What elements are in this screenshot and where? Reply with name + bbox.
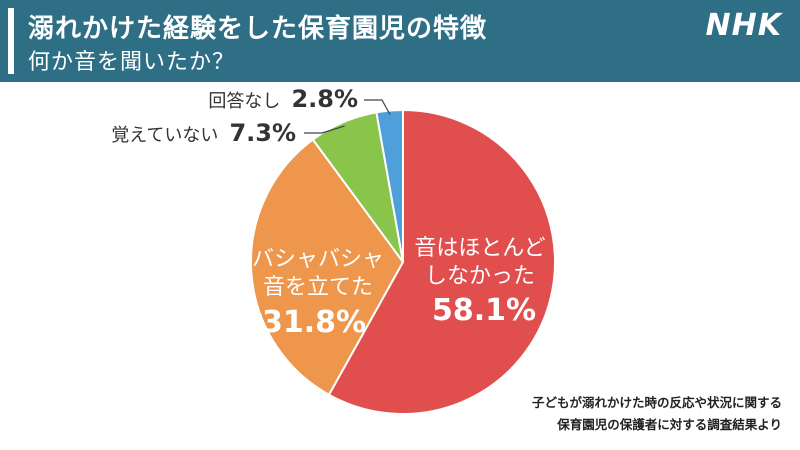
chart-title: 溺れかけた経験をした保育園児の特徴 bbox=[28, 14, 488, 44]
slice-label-1-line-1: 音を立てた bbox=[263, 275, 373, 300]
nhk-logo: NHK bbox=[705, 8, 782, 43]
pie-slice-0 bbox=[327, 108, 556, 415]
slice-label-0-line-0: 音はほとんど bbox=[414, 236, 545, 261]
slice-value-0: 58.1% bbox=[432, 293, 536, 328]
source-note: 子どもが溺れかけた時の反応や状況に関する 保育園児の保護者に対する調査結果より bbox=[532, 392, 782, 436]
slice-label-2-group: 覚えていない 7.3% bbox=[111, 119, 296, 147]
header-banner: 溺れかけた経験をした保育園児の特徴 何か音を聞いたか？ NHK bbox=[0, 0, 800, 82]
header-accent-bar bbox=[8, 8, 14, 74]
slice-value-3: 2.8% bbox=[291, 85, 358, 113]
source-line-1: 子どもが溺れかけた時の反応や状況に関する bbox=[531, 395, 782, 410]
pie-slice-3 bbox=[375, 108, 404, 263]
leader-lines bbox=[304, 99, 391, 134]
slice-value-1: 31.8% bbox=[262, 305, 366, 340]
slice-value-2: 7.3% bbox=[229, 119, 296, 147]
pie-slices bbox=[250, 108, 556, 415]
slice-label-0-line-1: しなかった bbox=[425, 264, 535, 289]
chart-subtitle: 何か音を聞いたか？ bbox=[28, 50, 236, 75]
slice-label-3-group: 回答なし 2.8% bbox=[208, 85, 358, 113]
pie-slice-1 bbox=[250, 138, 405, 397]
slice-label-2: 覚えていない bbox=[111, 125, 218, 146]
leader-line-3 bbox=[364, 99, 391, 115]
source-line-2: 保育園児の保護者に対する調査結果より bbox=[557, 417, 782, 432]
slice-label-1-line-0: バシャバシャ bbox=[252, 247, 384, 272]
leader-line-2 bbox=[304, 125, 345, 134]
slice-label-3: 回答なし bbox=[208, 91, 280, 112]
